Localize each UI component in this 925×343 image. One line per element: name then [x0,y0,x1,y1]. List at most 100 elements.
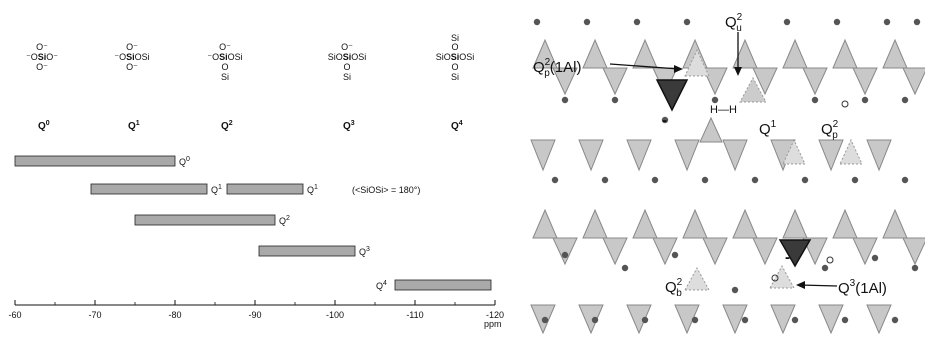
cation-dot [911,264,919,272]
label-q1: Q1 [759,119,777,138]
structure-row: O⁻ [126,42,138,52]
structure-row: O [221,62,228,72]
structure-row: ⁻OSiOSi [207,52,242,62]
bar-label: Q1 [307,184,318,195]
q2p-tetrahedron [839,138,863,165]
x-tick-label: -70 [88,310,101,320]
arrow-head-q3-1al [796,281,805,289]
cation-dot [611,96,619,104]
tetrahedron-top-chain [852,67,878,96]
structure-row: Si [343,72,351,82]
tetrahedron-middle-chain [578,139,604,172]
vacancy-circle [826,256,834,264]
bars-layer: Q0 Q1 Q1 Q2 Q3 Q4 [14,155,492,291]
bridging-site-tetrahedron [684,48,710,77]
q2b-tetrahedron [684,266,710,291]
tetrahedron-bottom-chain [818,304,844,335]
chemical-shift-chart: O⁻ ⁻OSiO⁻ O⁻ Q0 O⁻ ⁻OSiOSi O⁻ Q1 O⁻ ⁻OSiOSi O Si Q2 O… [8,33,504,329]
tetrahedron-top-chain [902,67,925,96]
tetrahedron-bottom-chain [770,304,796,335]
cation-dot [541,316,549,324]
tetrahedron-bottom-chain [866,304,892,335]
tetrahedron-middle-chain [699,116,723,143]
tetrahedron-top-chain [702,67,728,96]
tetrahedron-lower-chain [852,237,878,266]
structure-row: O [451,42,458,52]
cation-dot [851,176,859,184]
tetrahedron-lower-chain [752,237,778,266]
cation-dot [701,176,709,184]
cation-dot [633,18,641,26]
cation-dot [683,18,691,26]
tetrahedron-middle-chain [818,139,844,172]
structure-row: Si [451,72,459,82]
tetrahedron-top-chain [882,38,908,69]
structure-row: Si [221,72,229,82]
tetrahedron-lower-chain [902,237,925,266]
q-species-heading: Q1 [128,120,140,132]
tetrahedron-bottom-chain [578,304,604,335]
chart-svg: O⁻⁻OSiO⁻O⁻Q0O⁻⁻OSiOSiO⁻Q1O⁻⁻OSiOSiOSiQ2O… [8,33,504,329]
tetrahedron-top-chain [782,38,808,69]
shift-range-bar [258,245,356,257]
tetrahedron-lower-chain [782,208,808,239]
bar-label: Q2 [279,215,290,226]
arrow-head-q2p-1al [674,65,683,73]
cation-dot [791,316,799,324]
label-q2u: Q2 u [725,12,743,34]
x-tick-label: -100 [326,310,344,320]
tetrahedron-lower-chain [532,208,558,239]
cation-dot [861,96,869,104]
cation-dot [641,316,649,324]
cation-dot [751,176,759,184]
tetrahedron-top-chain [632,38,658,69]
structure-row: O⁻ [219,42,231,52]
label-q2p-1al: Q2 p(1Al) [533,57,581,79]
tetrahedron-top-chain [552,67,578,96]
q2u-tetrahedron [739,76,767,103]
cation-dot [913,18,921,26]
structure-row: ⁻OSiOSi [114,52,149,62]
al-tetrahedron [655,79,689,112]
tetrahedron-middle-chain [626,139,652,172]
shift-range-bar [14,155,176,167]
tetrahedron-top-chain [582,38,608,69]
structure-row: O⁻ [341,42,353,52]
bar-label: Q3 [359,246,370,257]
cation-dot [883,18,891,26]
structure-row: SiOSiOSi [328,52,367,62]
cation-dot [591,316,599,324]
cation-dot [533,18,541,26]
q-species-heading: Q2 [221,120,233,132]
al-tetrahedron [778,239,812,268]
tetrahedron-bottom-chain [722,304,748,335]
shift-range-bar [134,214,276,226]
tetrahedron-top-chain [602,67,628,96]
arrow-q3-1al [799,284,838,287]
cation-dot [801,176,809,184]
x-tick-label: -90 [248,310,261,320]
tetrahedron-middle-chain [674,139,700,172]
bar-label: Q1 [211,184,222,195]
x-tick-label: -120 [486,310,504,320]
x-tick-label: -80 [168,310,181,320]
tetrahedron-lower-chain [732,208,758,239]
cation-dot [661,116,669,124]
shift-range-bar [226,183,304,195]
label-q2b: Q2 b [665,277,683,299]
minus-charge-top: - [662,112,667,129]
cation-dot [811,96,819,104]
tetrahedron-lower-chain [802,237,828,266]
cation-dot [783,18,791,26]
structure-svg: Q2 p(1Al) Q2 u H—H Q1 Q2 p Q2 b Q3(1Al) - - [530,12,925,335]
cation-dot [691,316,699,324]
cation-dot [833,18,841,26]
q3-1al-tetrahedron [769,264,795,289]
cation-dot [901,176,909,184]
cation-dot [561,96,569,104]
shift-range-bar [90,183,208,195]
cation-dot [551,176,559,184]
tetrahedron-top-chain [832,38,858,69]
cation-dot [741,316,749,324]
structure-row: O⁻ [126,62,138,72]
